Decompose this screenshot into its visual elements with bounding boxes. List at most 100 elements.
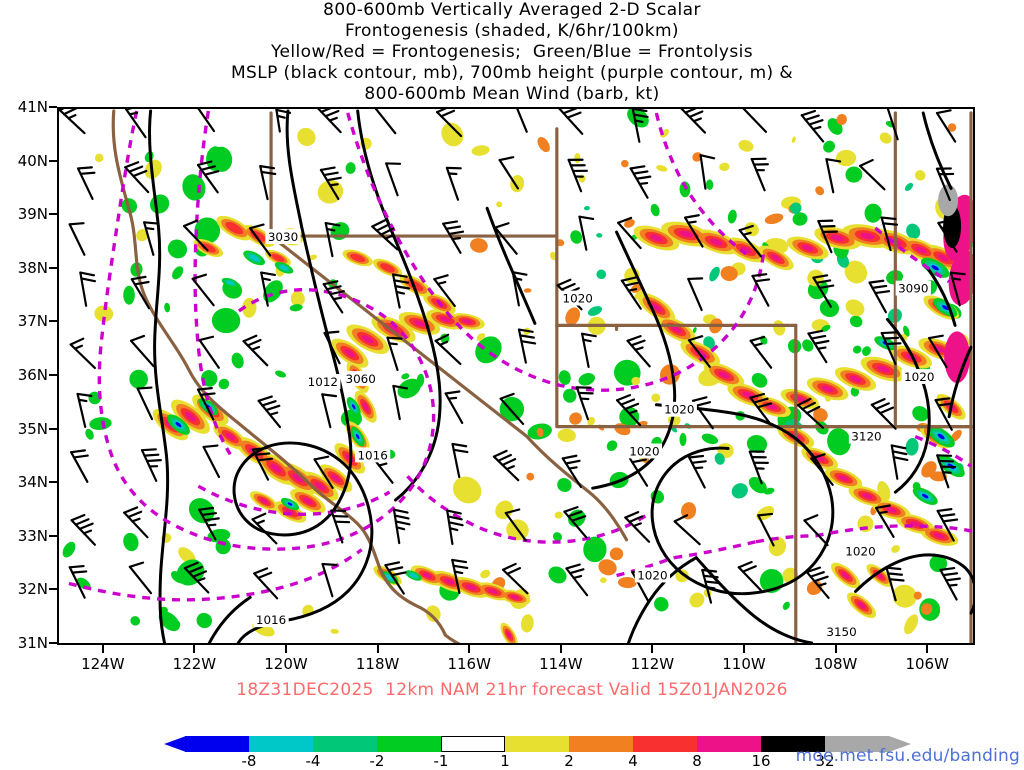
mslp-contour-line [923, 113, 951, 188]
colorbar-segment-7 [633, 736, 697, 752]
shaded-region [813, 184, 826, 197]
shaded-region [211, 307, 241, 334]
wind-barb [739, 562, 762, 592]
lon-tick [926, 645, 928, 653]
shaded-region [557, 428, 576, 443]
lat-label-33n: 33N [0, 527, 48, 545]
wind-barb [494, 451, 518, 480]
shaded-region [164, 302, 171, 312]
wind-barb [629, 454, 647, 485]
lat-label-37n: 37N [0, 312, 48, 330]
wind-barb [260, 166, 275, 199]
wind-barb [689, 456, 706, 487]
colorbar-segment-1 [249, 736, 313, 752]
wind-barb [892, 445, 908, 478]
title-line-2: Frontogenesis (shaded, K/6hr/100km) [0, 21, 1024, 42]
wind-barb [688, 278, 702, 310]
shaded-region [577, 371, 597, 388]
shaded-region [594, 267, 608, 281]
shaded-region [878, 130, 894, 146]
wind-barb [130, 563, 151, 594]
shaded-region [520, 613, 535, 633]
shaded-region [89, 416, 113, 431]
shaded-region [492, 497, 517, 523]
shaded-region [554, 511, 563, 519]
wind-barb [125, 162, 148, 192]
wind-barb [142, 449, 161, 481]
wind-barb [394, 510, 409, 543]
colorbar-tick--1: -1 [421, 752, 461, 770]
shaded-region [274, 369, 287, 379]
wind-barb [387, 338, 401, 370]
shaded-region [545, 563, 570, 587]
lon-tick [560, 645, 562, 653]
shaded-region [574, 153, 580, 163]
wind-barb [514, 109, 528, 132]
wind-barb [566, 565, 587, 596]
shaded-region [609, 547, 623, 561]
shaded-region [469, 237, 489, 255]
shaded-region [836, 150, 857, 167]
shaded-region [852, 344, 863, 355]
contour-label: 1016 [256, 613, 286, 627]
contour-label: 1020 [563, 292, 593, 306]
shaded-region [526, 472, 535, 481]
lat-label-38n: 38N [0, 259, 48, 277]
wind-barb [317, 109, 340, 132]
lat-tick [49, 535, 57, 537]
wind-barb [582, 334, 596, 367]
lat-tick [49, 320, 57, 322]
shaded-region [146, 191, 173, 218]
shaded-region [471, 144, 490, 157]
height-contour-line [69, 550, 362, 600]
shaded-region [679, 433, 686, 446]
wind-barb [78, 167, 94, 199]
contour-label: 3030 [268, 230, 298, 244]
shaded-region [610, 356, 645, 390]
shaded-region [121, 531, 140, 553]
forecast-caption: 18Z31DEC2025 12km NAM 21hr forecast Vali… [0, 680, 1024, 700]
colorbar-segments [185, 736, 889, 752]
colorbar-segment-4 [441, 736, 505, 752]
shaded-region [618, 577, 637, 589]
colorbar-segment-8 [697, 736, 761, 752]
mslp-contour-line [487, 208, 535, 323]
shaded-region [345, 162, 356, 175]
shaded-region [781, 600, 791, 611]
wind-barb [675, 515, 700, 544]
shaded-region [495, 200, 504, 209]
wind-barb [124, 507, 147, 537]
shaded-region [577, 174, 587, 184]
lon-label-110w: 110W [714, 655, 774, 673]
shaded-region [754, 503, 777, 523]
lat-tick [49, 106, 57, 108]
contour-label: 1020 [845, 545, 875, 559]
lat-label-39n: 39N [0, 205, 48, 223]
wind-barb [631, 166, 651, 197]
lon-tick [285, 645, 287, 653]
shaded-region [901, 612, 921, 636]
shaded-region [164, 236, 191, 263]
shaded-region [771, 319, 786, 337]
lon-label-116w: 116W [439, 655, 499, 673]
lon-label-112w: 112W [622, 655, 682, 673]
shaded-region [707, 265, 722, 283]
contour-label: 1020 [637, 568, 667, 582]
lat-tick [49, 160, 57, 162]
shaded-region [567, 410, 585, 427]
shaded-region [586, 304, 603, 318]
shaded-region [729, 480, 751, 502]
shaded-region [864, 203, 882, 222]
colorbar-segment-5 [505, 736, 569, 752]
shaded-region [170, 264, 186, 281]
wind-barb [804, 515, 827, 545]
wind-barb [71, 450, 88, 481]
wind-barb [872, 399, 896, 429]
shaded-region [890, 544, 902, 555]
wind-barb [503, 564, 527, 593]
contour-label: 1012 [308, 375, 338, 389]
shaded-region [330, 628, 339, 634]
shaded-region [649, 203, 661, 218]
